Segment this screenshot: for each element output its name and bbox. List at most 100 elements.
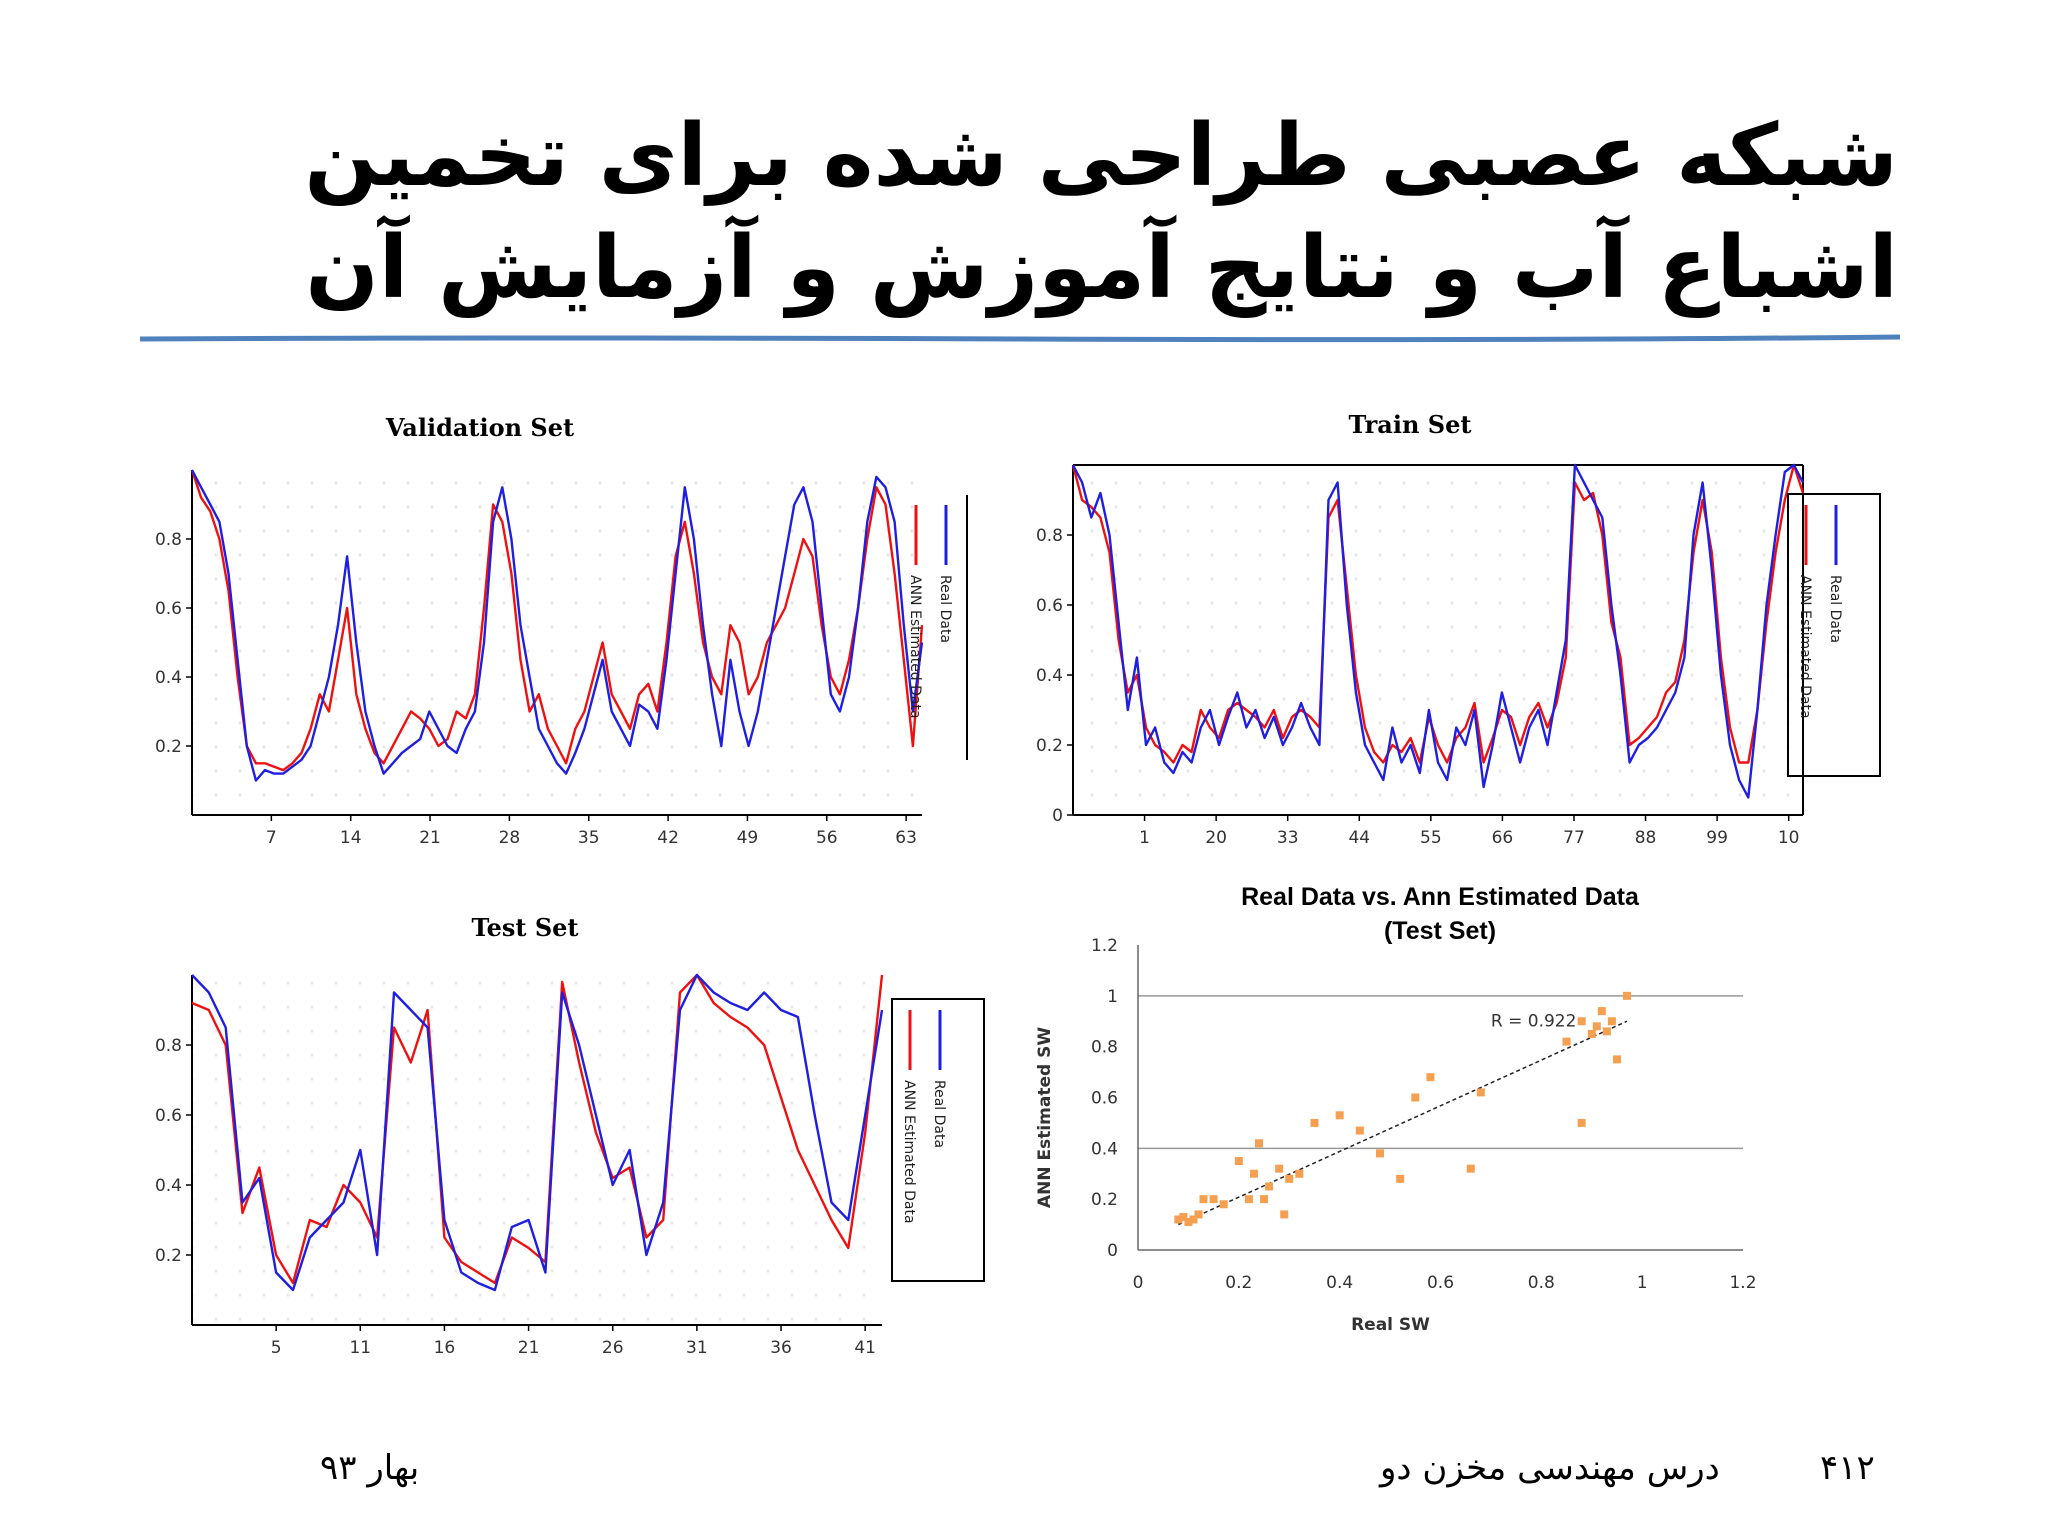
scatter-point — [1184, 1218, 1193, 1227]
footer-date: بهار ۹۳ — [320, 1448, 420, 1488]
validation-x-tick-label: 14 — [340, 828, 362, 848]
scatter-point — [1265, 1182, 1274, 1191]
scatter-x-axis-label: Real SW — [1351, 1315, 1430, 1335]
test-x-tick-label: 26 — [602, 1338, 624, 1358]
scatter-point — [1476, 1088, 1485, 1097]
scatter-y-tick-label: 0 — [1107, 1241, 1118, 1261]
train-x-tick-label: 20 — [1205, 828, 1227, 848]
validation-series-real — [190, 469, 924, 782]
scatter-y-tick-label: 0.4 — [1091, 1139, 1118, 1159]
scatter-point — [1602, 1027, 1611, 1036]
train-chart: 0 0.2 0.4 0.6 0.8 1 20 33 44 55 66 77 88 99 10 Real Dat… — [1036, 463, 1881, 848]
scatter-y-tick-label: 1 — [1107, 987, 1118, 1007]
test-x-tick-label: 31 — [686, 1338, 708, 1358]
scatter-point — [1607, 1017, 1616, 1026]
scatter-chart-title: Real Data vs. Ann Estimated Data (Test S… — [1140, 880, 1740, 948]
scatter-point — [1295, 1169, 1304, 1178]
scatter-point — [1592, 1022, 1601, 1031]
scatter-point — [1623, 991, 1632, 1000]
slide-title: شبکه عصبی طراحی شده برای تخمین اشباع آب … — [198, 100, 1898, 324]
scatter-point — [1280, 1210, 1289, 1219]
test-x-tick-label: 11 — [349, 1338, 371, 1358]
scatter-point — [1244, 1195, 1253, 1204]
scatter-point — [1209, 1195, 1218, 1204]
test-chart-title: Test Set — [471, 913, 579, 942]
test-y-tick-label: 0.2 — [155, 1246, 182, 1266]
train-x-tick-label: 77 — [1563, 828, 1585, 848]
validation-x-tick-label: 28 — [499, 828, 521, 848]
train-x-tick-label: 1 — [1139, 828, 1150, 848]
scatter-x-tick-label: 0.4 — [1326, 1273, 1353, 1293]
scatter-point — [1255, 1139, 1263, 1148]
test-legend-label-real: Real Data — [931, 1080, 947, 1148]
test-y-tick-label: 0.8 — [155, 1036, 182, 1056]
test-x-tick-label: 41 — [854, 1338, 876, 1358]
scatter-title-line: Real Data vs. Ann Estimated Data — [1241, 883, 1639, 911]
test-x-tick-label: 36 — [770, 1338, 792, 1358]
train-y-tick-label: 0 — [1052, 806, 1063, 826]
scatter-point — [1411, 1093, 1420, 1102]
train-x-tick-label: 10 — [1778, 828, 1800, 848]
train-y-tick-label: 0.2 — [1036, 736, 1063, 756]
validation-x-tick-label: 56 — [816, 828, 838, 848]
validation-series-ann — [190, 469, 924, 772]
test-x-tick-label: 16 — [434, 1338, 456, 1358]
scatter-point — [1249, 1169, 1258, 1178]
scatter-point — [1587, 1029, 1596, 1038]
train-x-tick-label: 33 — [1277, 828, 1299, 848]
test-plot-area — [192, 975, 882, 1325]
scatter-point — [1194, 1210, 1203, 1219]
slide-number: ۴۱۲ — [1820, 1448, 1875, 1488]
slide-title-line2: اشباع آب و نتایج آموزش و آزمایش آن — [305, 218, 1898, 318]
test-chart: 0.2 0.4 0.6 0.8 5 11 16 21 26 31 36 41 Real Data ANN … — [155, 973, 985, 1358]
validation-legend-label-real: Real Data — [937, 575, 953, 643]
footer-course-name: درس مهندسی مخزن دو — [1380, 1448, 1720, 1488]
scatter-x-tick-label: 0.6 — [1427, 1273, 1454, 1293]
validation-x-tick-label: 21 — [419, 828, 441, 848]
validation-y-tick-label: 0.4 — [155, 668, 182, 688]
scatter-point — [1577, 1118, 1586, 1127]
validation-x-tick-label: 42 — [657, 828, 679, 848]
validation-y-tick-label: 0.6 — [155, 599, 182, 619]
scatter-point — [1285, 1174, 1294, 1183]
scatter-point — [1562, 1037, 1571, 1046]
scatter-x-tick-label: 0 — [1133, 1273, 1144, 1293]
validation-y-tick-label: 0.2 — [155, 737, 182, 757]
scatter-point — [1189, 1215, 1198, 1224]
train-y-tick-label: 0.6 — [1036, 596, 1063, 616]
scatter-y-tick-label: 0.2 — [1091, 1190, 1118, 1210]
test-y-tick-label: 0.4 — [155, 1176, 182, 1196]
train-legend-border — [1787, 493, 1881, 777]
train-series-ann — [1071, 463, 1805, 764]
validation-legend-label-ann: ANN Estimated Data — [907, 575, 923, 719]
train-x-tick-label: 44 — [1348, 828, 1370, 848]
scatter-point — [1426, 1073, 1435, 1082]
test-y-tick-label: 0.6 — [155, 1106, 182, 1126]
scatter-subtitle-line: (Test Set) — [1383, 917, 1497, 945]
scatter-point — [1219, 1200, 1228, 1209]
validation-x-tick-label: 49 — [737, 828, 759, 848]
scatter-x-tick-label: 0.8 — [1528, 1273, 1555, 1293]
scatter-y-axis-label: ANN Estimated SW — [1035, 1027, 1055, 1208]
scatter-point — [1396, 1174, 1405, 1183]
scatter-point — [1199, 1195, 1208, 1204]
scatter-x-tick-label: 0.2 — [1225, 1273, 1252, 1293]
scatter-point — [1466, 1164, 1475, 1173]
train-chart-title: Train Set — [1348, 410, 1472, 439]
test-legend-border — [891, 998, 985, 1282]
validation-x-tick-label: 35 — [578, 828, 600, 848]
scatter-point — [1597, 1007, 1606, 1016]
train-x-tick-label: 66 — [1492, 828, 1514, 848]
scatter-y-tick-label: 0.6 — [1091, 1089, 1118, 1109]
validation-x-tick-label: 7 — [266, 828, 277, 848]
scatter-trendline — [1178, 1020, 1628, 1226]
train-y-tick-label: 0.4 — [1036, 666, 1063, 686]
test-x-tick-label: 21 — [518, 1338, 540, 1358]
train-y-tick-label: 0.8 — [1036, 526, 1063, 546]
scatter-x-tick-label: 1 — [1637, 1273, 1648, 1293]
scatter-point — [1355, 1126, 1364, 1135]
train-x-tick-label: 55 — [1420, 828, 1442, 848]
title-divider — [140, 334, 1900, 343]
validation-x-tick-label: 63 — [895, 828, 917, 848]
test-legend-label-ann: ANN Estimated Data — [901, 1080, 917, 1224]
